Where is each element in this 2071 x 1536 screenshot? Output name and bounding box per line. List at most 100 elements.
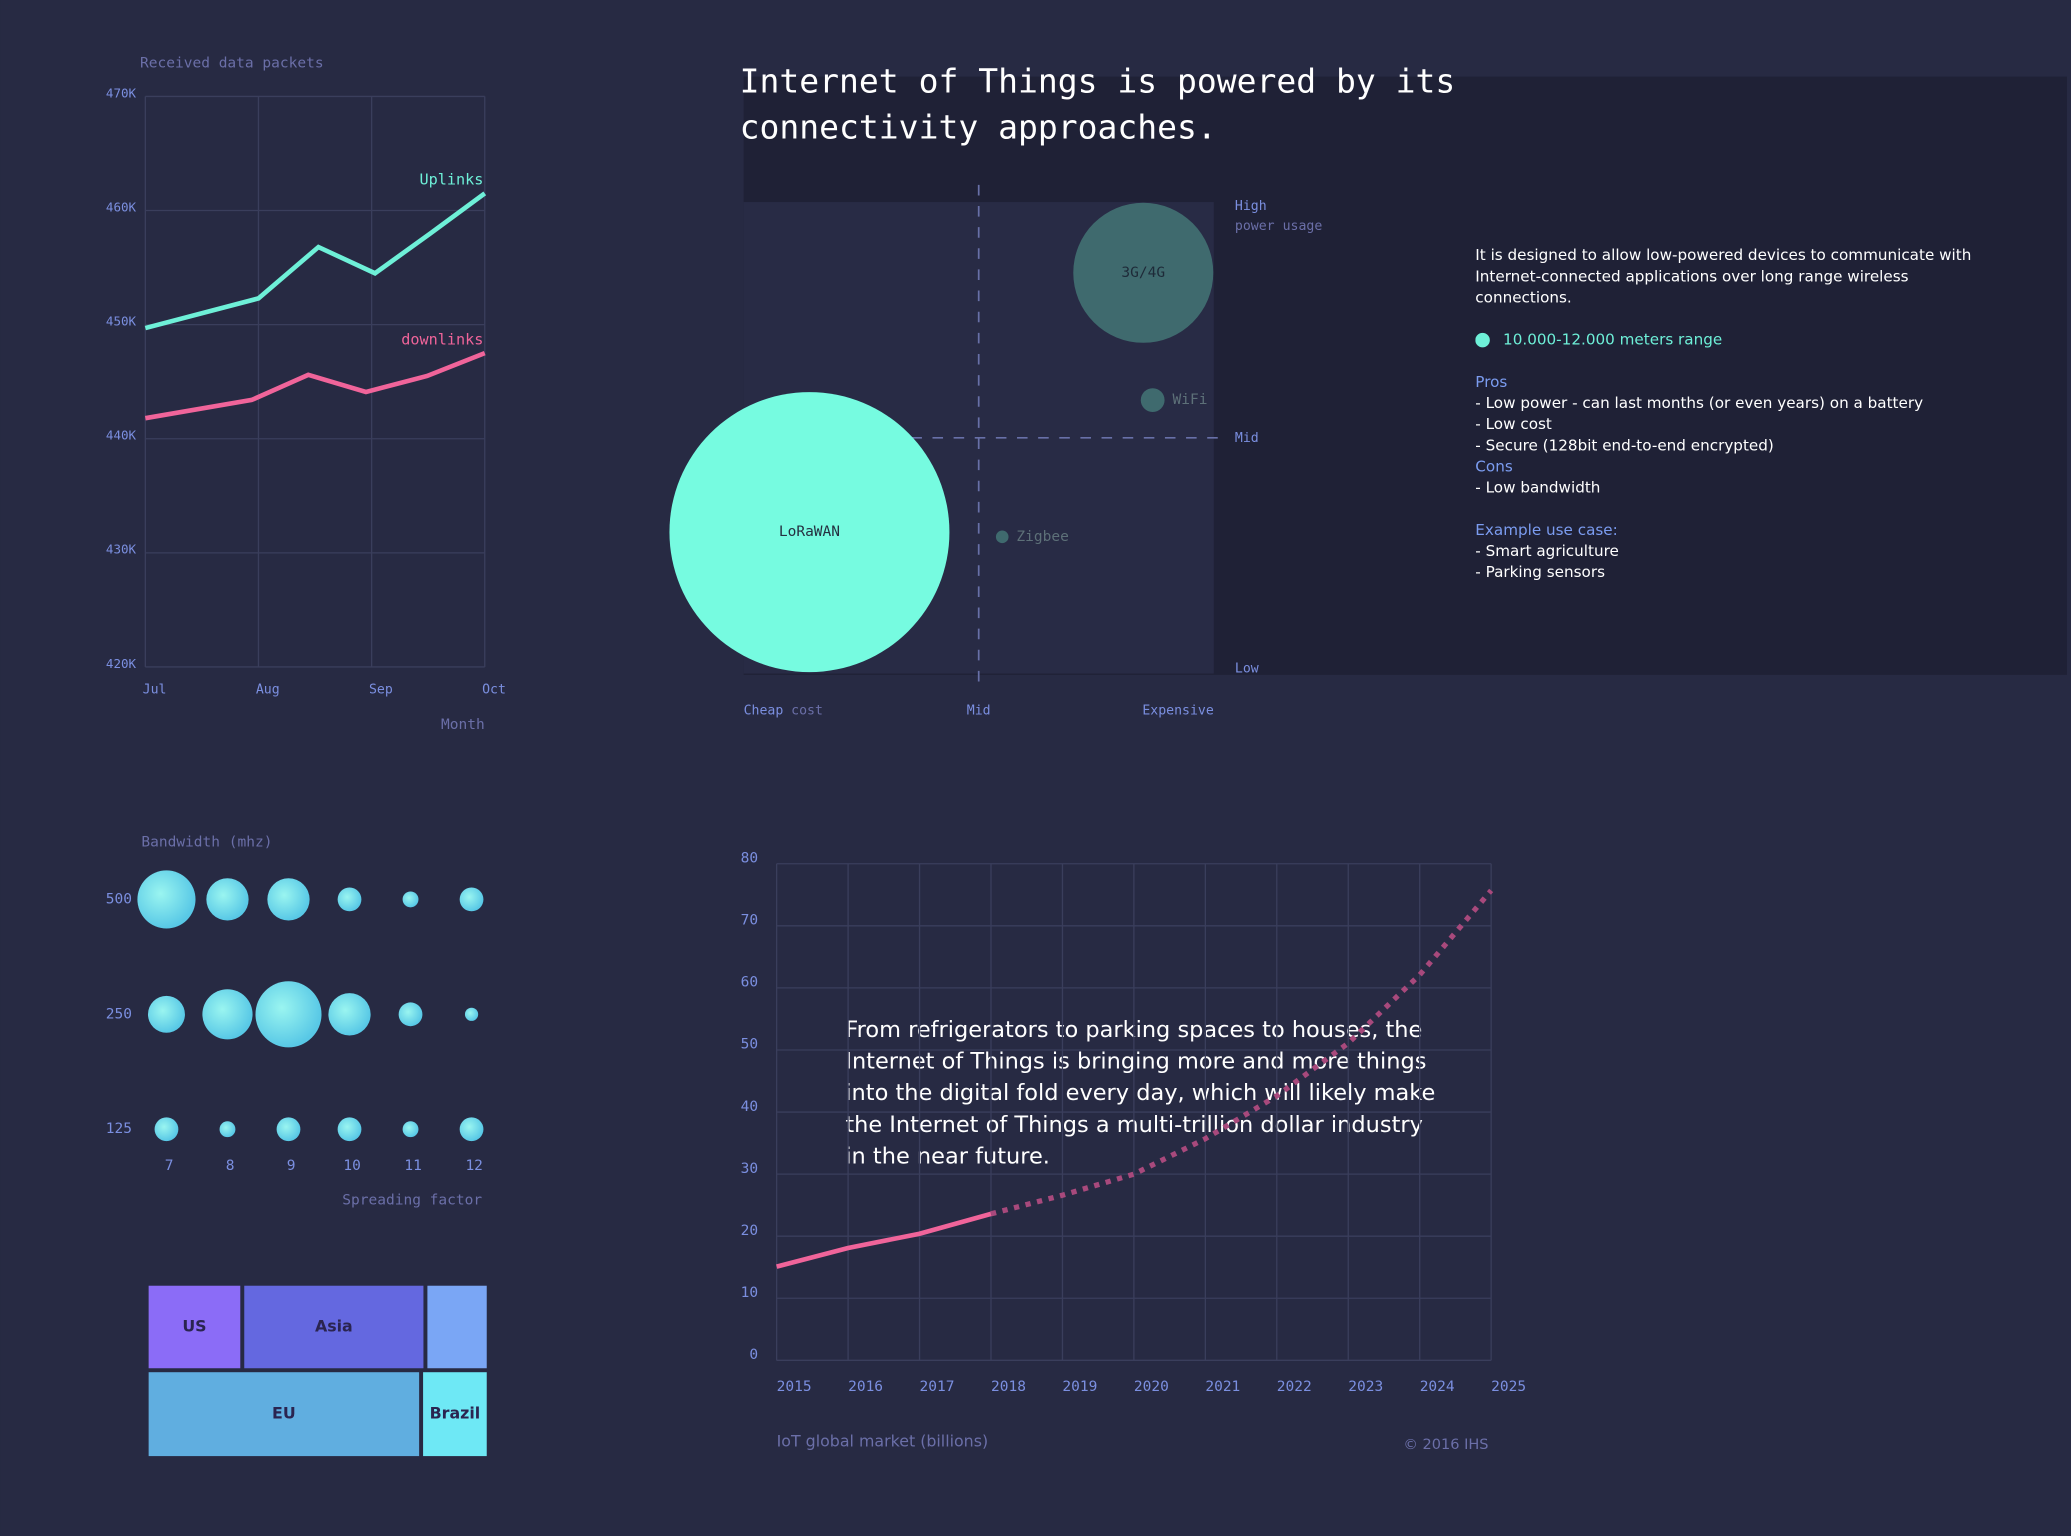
line [990, 888, 1494, 1217]
y-tick-label: 450K [106, 313, 137, 328]
bubble [206, 878, 249, 921]
x-tick-label: 2020 [1134, 1379, 1169, 1395]
bubble [669, 392, 950, 673]
chart-title: Received data packets [140, 55, 324, 71]
header: Internet of Things is powered by its con… [740, 62, 1456, 147]
bubble [1073, 202, 1214, 343]
line [144, 191, 487, 331]
x-axis-label: cost [791, 704, 823, 719]
x-tick-label: 8 [226, 1158, 235, 1174]
con: - Low bandwidth [1475, 478, 1601, 497]
treemap-cell [148, 1372, 420, 1457]
series-label: downlinks [401, 330, 483, 348]
x-tick-label: Aug [256, 682, 280, 697]
treemap-cell [423, 1372, 487, 1457]
y-tick-label: 430K [106, 542, 137, 557]
bubble [402, 891, 419, 908]
cell-label: US [182, 1316, 206, 1335]
y-tick-label: 250 [106, 1006, 132, 1022]
treemap-cell [244, 1285, 424, 1369]
use-case-title: Example use case: [1475, 520, 1618, 539]
y-tick-label: 70 [741, 913, 758, 929]
treemap-cell [148, 1285, 241, 1369]
x-axis-label: Month [441, 717, 485, 733]
info: It is designed to allow low-powered devi… [1475, 244, 1977, 582]
bubble [328, 993, 371, 1036]
x-tick-label: 11 [404, 1158, 421, 1174]
bubble [219, 1121, 236, 1138]
legend-text: 10.000-12.000 meters range [1503, 330, 1723, 349]
series-label: Uplinks [419, 171, 483, 189]
bubble [154, 1117, 179, 1142]
bubble [459, 1117, 484, 1142]
bubble-label: LoRaWAN [779, 524, 840, 540]
bubble [402, 1121, 419, 1138]
cons-title: Cons [1475, 456, 1513, 476]
x-tick-label: Jul [143, 682, 167, 697]
y-tick-label: 30 [741, 1161, 758, 1177]
x-tick-label: 12 [465, 1158, 482, 1174]
y-axis-label: power usage [1235, 219, 1322, 234]
x-tick-label: Mid [967, 704, 991, 719]
bubble [459, 887, 484, 912]
x-axis-label: Spreading factor [342, 1193, 482, 1209]
x-tick-label: Expensive [1142, 704, 1214, 719]
info-description: It is designed to allow low-powered devi… [1475, 245, 1972, 307]
source: © 2016 IHS [1403, 1437, 1488, 1453]
cell-label: EU [272, 1404, 296, 1423]
use-case: - Parking sensors [1475, 562, 1605, 582]
legend-dot [1475, 332, 1490, 348]
bubble-label: 3G/4G [1121, 265, 1165, 281]
bubble [337, 887, 362, 912]
x-tick-label: 2024 [1420, 1379, 1455, 1395]
x-tick-label: 2018 [991, 1379, 1026, 1395]
y-tick-label: High [1235, 199, 1267, 214]
bubble [464, 1007, 479, 1021]
y-tick-label: 20 [741, 1223, 758, 1239]
y-tick-label: Mid [1235, 431, 1259, 446]
x-axis-label: IoT global market (billions) [777, 1432, 989, 1451]
y-tick-label: 470K [106, 85, 137, 100]
x-tick-label: 2019 [1062, 1379, 1097, 1395]
bubble [276, 1117, 301, 1142]
y-tick-label: 125 [106, 1121, 132, 1137]
x-tick-label: 7 [165, 1158, 174, 1174]
info-panel: It is designed to allow low-powered devi… [1475, 244, 1977, 582]
y-tick-label: 50 [741, 1037, 758, 1053]
x-tick-label: Sep [369, 682, 393, 697]
x-tick-label: 10 [343, 1158, 360, 1174]
pro: - Low power - can last months (or even y… [1475, 393, 1924, 413]
y-tick-label: 40 [741, 1099, 758, 1115]
y-tick-label: 440K [106, 428, 137, 443]
cell-label: Brazil [430, 1404, 481, 1423]
y-tick-label: 500 [106, 891, 132, 907]
x-tick-label: 2021 [1205, 1379, 1240, 1395]
bubble-label: WiFi [1172, 392, 1207, 408]
bubble [147, 995, 185, 1033]
cell-label: Asia [315, 1316, 353, 1335]
chart-title: Bandwidth (mhz) [141, 835, 272, 851]
x-tick-label: 2025 [1491, 1379, 1526, 1395]
bubble [995, 530, 1009, 544]
annotation-box: From refrigerators to parking spaces to … [845, 1017, 1435, 1170]
x-tick-label: 2022 [1277, 1379, 1312, 1395]
bubble-label: Zigbee [1016, 529, 1068, 545]
y-tick-label: 460K [106, 199, 137, 214]
x-tick-label: 2023 [1348, 1379, 1383, 1395]
bubble [398, 1002, 423, 1027]
y-tick-label: 0 [749, 1347, 758, 1363]
y-tick-label: 60 [741, 975, 758, 991]
y-tick-label: 80 [741, 850, 758, 866]
bubble [255, 981, 322, 1048]
bubble [267, 878, 310, 921]
line [776, 1211, 992, 1269]
line [144, 351, 486, 421]
pros-title: Pros [1475, 372, 1508, 391]
x-tick-label: Oct [482, 682, 506, 697]
y-tick-label: Low [1235, 661, 1259, 676]
bubble [137, 870, 196, 929]
x-tick-label: 2015 [777, 1379, 812, 1395]
bubble [1140, 388, 1165, 412]
bubble [202, 989, 253, 1040]
